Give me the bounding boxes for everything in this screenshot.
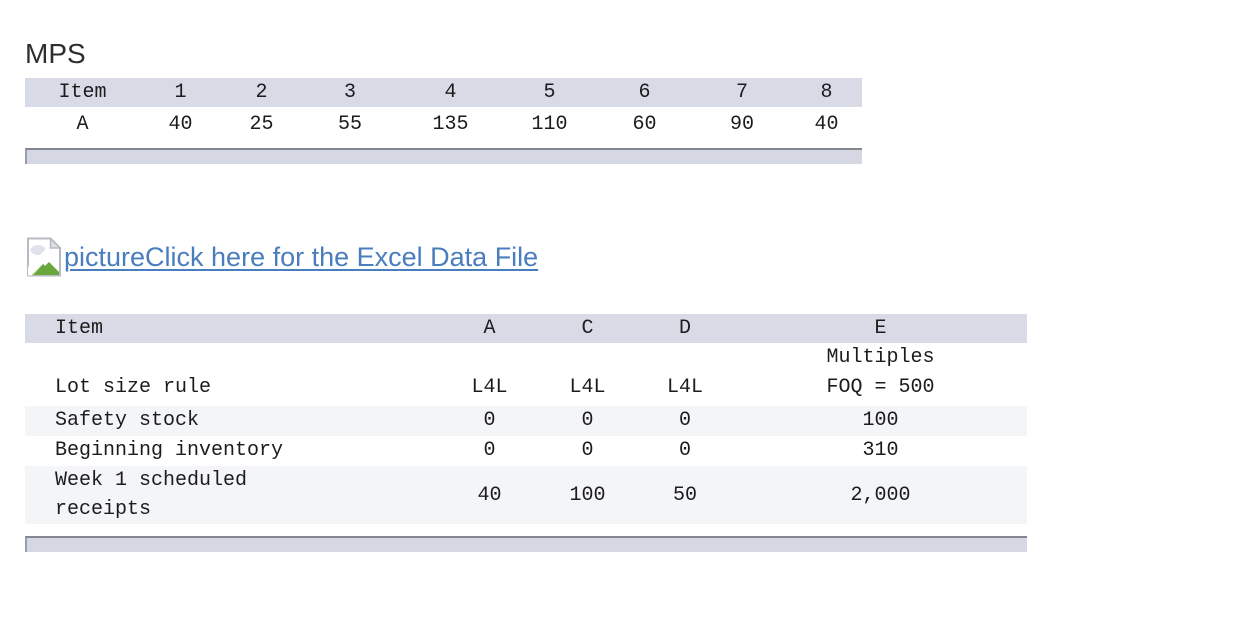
- table-row: A 40 25 55 135 110 60 90 40: [25, 107, 862, 141]
- value-cell: 310: [734, 436, 1027, 466]
- mps-table: Item 1 2 3 4 5 6 7 8 A 40 25 55 135 110 …: [25, 78, 862, 141]
- mps-value-cell: 40: [791, 107, 862, 141]
- row-label: Week 1 scheduled receipts: [25, 466, 440, 524]
- table-row: Beginning inventory 0 0 0 310: [25, 436, 1027, 466]
- detail-header-row: Item A C D E: [25, 314, 1027, 343]
- detail-table-wrap: Item A C D E Lot size rule L4L L4L L4L M…: [25, 314, 1250, 552]
- value-cell: 0: [636, 436, 734, 466]
- broken-picture-icon: [25, 236, 63, 277]
- value-cell: L4L: [539, 343, 636, 406]
- mps-value-cell: 60: [596, 107, 693, 141]
- mps-value-cell: 90: [693, 107, 791, 141]
- detail-table-scrollbar[interactable]: [25, 536, 1027, 552]
- mps-col-header: 2: [221, 78, 302, 107]
- mps-col-header: 6: [596, 78, 693, 107]
- value-cell: L4L: [440, 343, 539, 406]
- detail-table: Item A C D E Lot size rule L4L L4L L4L M…: [25, 314, 1027, 524]
- value-cell: 2,000: [734, 466, 1027, 524]
- mps-value-cell: 55: [302, 107, 398, 141]
- table-row: Lot size rule L4L L4L L4L Multiples FOQ …: [25, 343, 1027, 406]
- link-label: Click here for the Excel Data File: [145, 242, 539, 272]
- mps-col-header: 8: [791, 78, 862, 107]
- value-cell: 100: [734, 406, 1027, 436]
- mps-value-cell: 135: [398, 107, 503, 141]
- mps-header-row: Item 1 2 3 4 5 6 7 8: [25, 78, 862, 107]
- value-cell: 0: [440, 436, 539, 466]
- detail-col-header: Item: [25, 314, 440, 343]
- row-label: Lot size rule: [25, 343, 440, 406]
- mps-col-header: 1: [140, 78, 221, 107]
- value-cell: 40: [440, 466, 539, 524]
- detail-col-header: C: [539, 314, 636, 343]
- link-alt-text: picture: [64, 242, 146, 272]
- value-cell: 0: [539, 406, 636, 436]
- mps-value-cell: 40: [140, 107, 221, 141]
- value-cell: 0: [539, 436, 636, 466]
- mps-col-header: 4: [398, 78, 503, 107]
- mps-value-cell: 25: [221, 107, 302, 141]
- value-cell: L4L: [636, 343, 734, 406]
- detail-col-header: A: [440, 314, 539, 343]
- mps-table-scrollbar[interactable]: [25, 148, 862, 164]
- mps-item-cell: A: [25, 107, 140, 141]
- excel-link-row: picture Click here for the Excel Data Fil…: [25, 236, 1250, 277]
- table-row: Safety stock 0 0 0 100: [25, 406, 1027, 436]
- excel-data-file-link[interactable]: picture Click here for the Excel Data Fil…: [25, 236, 539, 277]
- value-cell: 100: [539, 466, 636, 524]
- value-cell: 50: [636, 466, 734, 524]
- value-cell: 0: [440, 406, 539, 436]
- mps-col-header: Item: [25, 78, 140, 107]
- mps-col-header: 5: [503, 78, 596, 107]
- mps-col-header: 7: [693, 78, 791, 107]
- page-title: MPS: [25, 38, 86, 69]
- row-label: Beginning inventory: [25, 436, 440, 466]
- mps-value-cell: 110: [503, 107, 596, 141]
- mps-col-header: 3: [302, 78, 398, 107]
- detail-col-header: E: [734, 314, 1027, 343]
- page: MPS Item 1 2 3 4 5 6 7 8 A 40 25: [25, 38, 1250, 552]
- value-cell: Multiples FOQ = 500: [734, 343, 1027, 406]
- row-label: Safety stock: [25, 406, 440, 436]
- table-row: Week 1 scheduled receipts 40 100 50 2,00…: [25, 466, 1027, 524]
- detail-col-header: D: [636, 314, 734, 343]
- value-cell: 0: [636, 406, 734, 436]
